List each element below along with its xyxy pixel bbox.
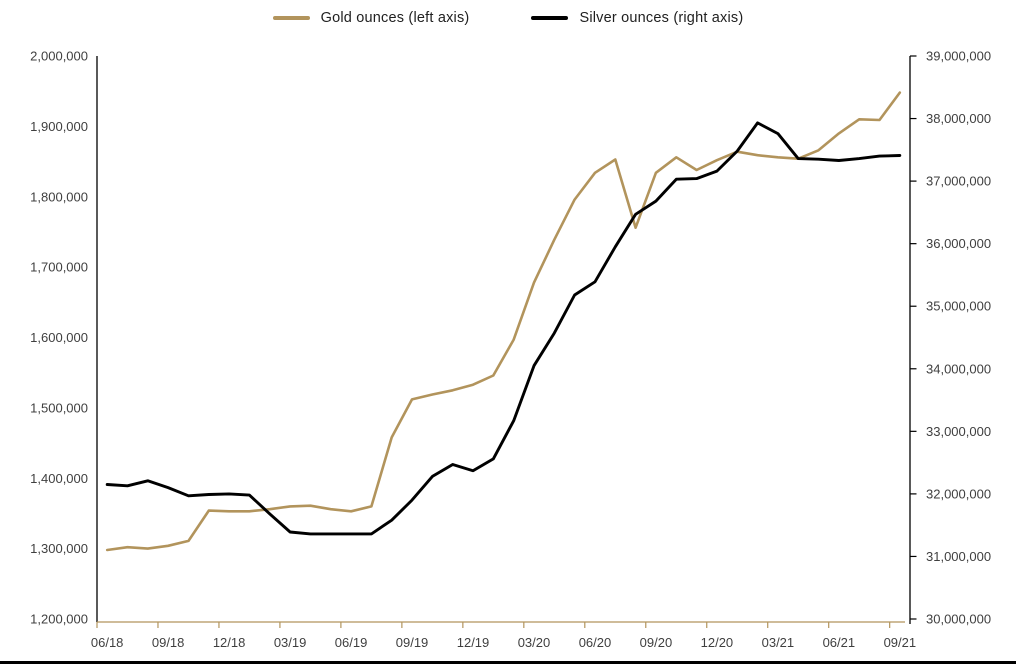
right-axis-tick-label: 32,000,000 [926,486,991,501]
left-axis-tick-label: 1,700,000 [30,260,88,275]
x-axis-tick-label: 09/18 [152,635,185,650]
right-axis-tick-label: 35,000,000 [926,299,991,314]
left-axis-tick-label: 1,600,000 [30,330,88,345]
right-axis-tick-label: 30,000,000 [926,612,991,627]
x-axis-tick-label: 03/19 [274,635,307,650]
left-axis-tick-label: 1,400,000 [30,471,88,486]
x-axis-tick-label: 12/20 [701,635,734,650]
x-axis-tick-label: 06/20 [579,635,612,650]
right-axis-tick-label: 31,000,000 [926,549,991,564]
right-axis-tick-label: 39,000,000 [926,49,991,64]
legend-item-gold: Gold ounces (left axis) [272,10,470,26]
x-axis-tick-label: 12/18 [213,635,246,650]
x-axis-tick-label: 06/21 [823,635,856,650]
x-axis-tick-label: 09/20 [640,635,673,650]
x-axis-tick-label: 09/19 [396,635,429,650]
right-axis-tick-label: 34,000,000 [926,361,991,376]
gold-series-label: Gold ounces (left axis) [320,10,470,26]
left-axis-tick-label: 1,300,000 [30,541,88,556]
silver-series-label: Silver ounces (right axis) [579,10,744,26]
left-axis-tick-label: 1,900,000 [30,119,88,134]
legend-item-silver: Silver ounces (right axis) [531,10,743,26]
x-axis-tick-label: 12/19 [457,635,490,650]
legend: Gold ounces (left axis) Silver ounces (r… [0,10,1016,26]
left-axis-tick-label: 1,500,000 [30,400,88,415]
silver-line [105,121,902,536]
gold-line [105,91,902,552]
gold-series-swatch [272,16,310,20]
x-axis-tick-label: 03/21 [762,635,795,650]
x-axis-tick-label: 03/20 [518,635,551,650]
x-axis-tick-label: 06/18 [91,635,124,650]
left-axis-tick-label: 1,800,000 [30,189,88,204]
right-axis-tick-label: 37,000,000 [926,174,991,189]
x-axis-tick-label: 09/21 [884,635,917,650]
x-axis-tick-label: 06/19 [335,635,368,650]
silver-series-swatch [531,16,569,20]
left-axis-tick-label: 2,000,000 [30,49,88,64]
left-axis-tick-label: 1,200,000 [30,612,88,627]
right-axis-tick-label: 33,000,000 [926,424,991,439]
right-axis-tick-label: 38,000,000 [926,111,991,126]
right-axis-tick-label: 36,000,000 [926,236,991,251]
